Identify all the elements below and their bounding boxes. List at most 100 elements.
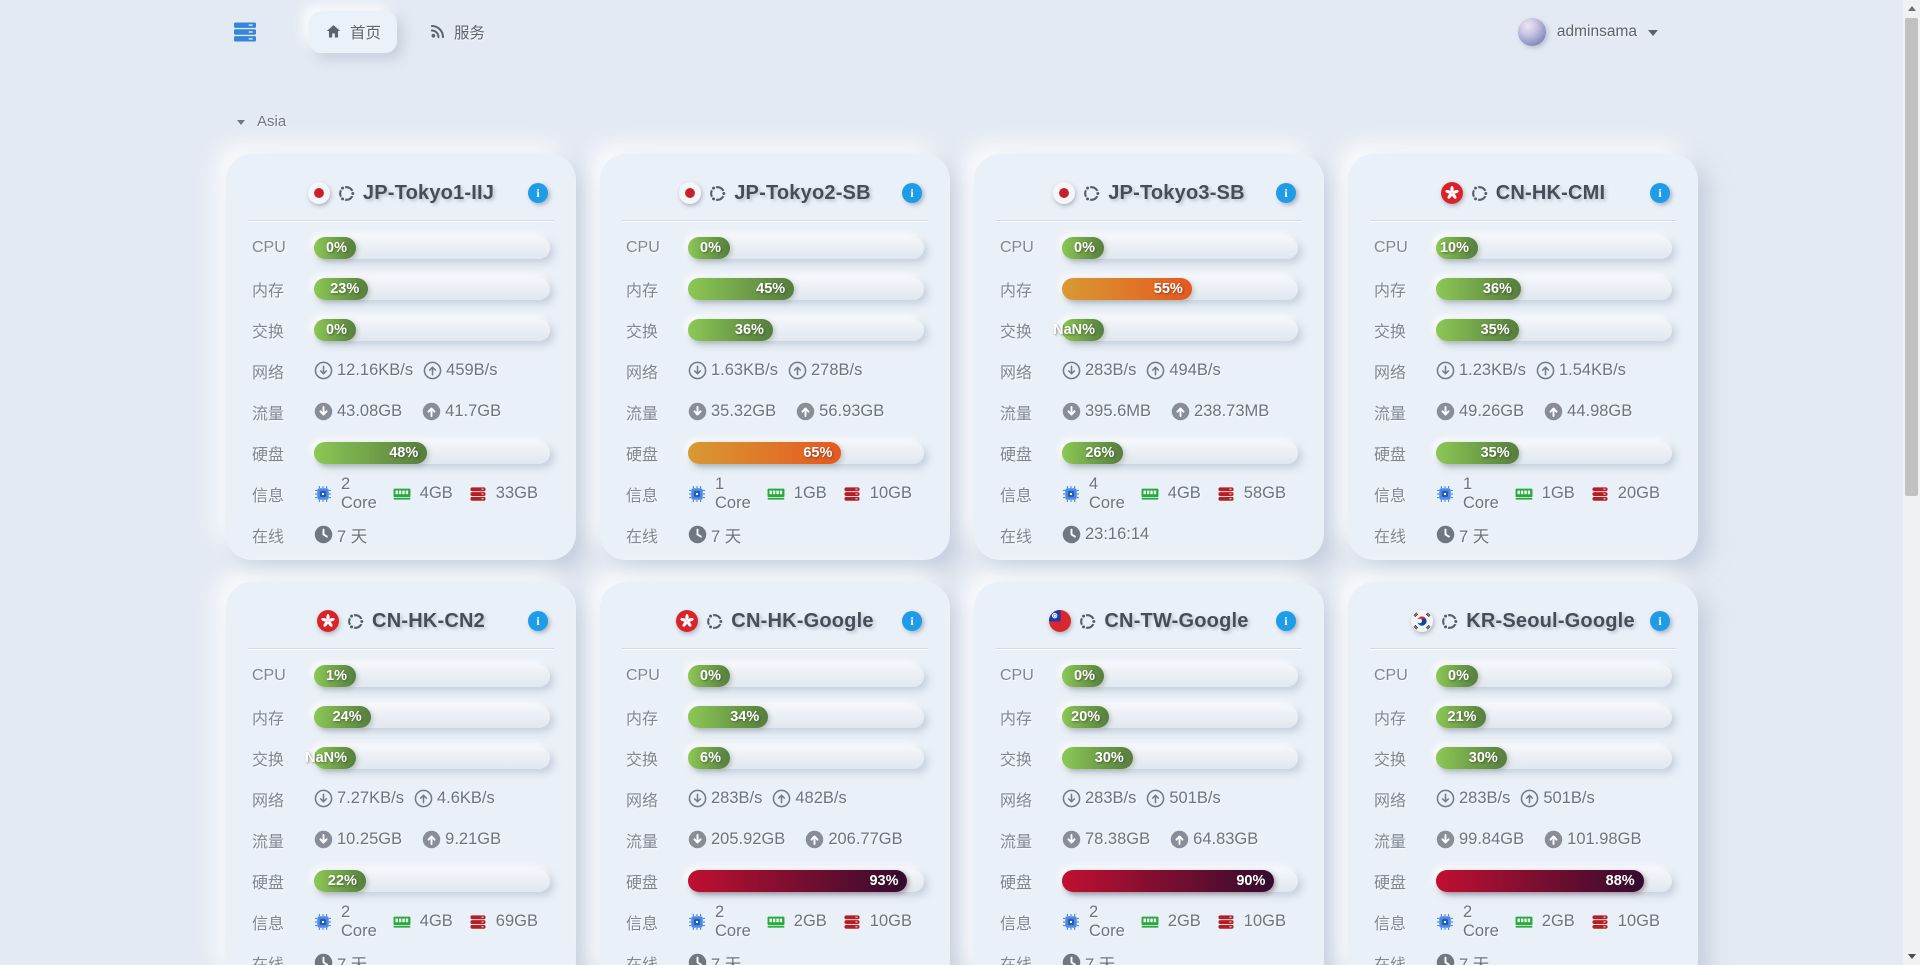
traffic-row: 流量 43.08GB 41.7GB: [252, 391, 550, 432]
disk-row: 硬盘 26%: [1000, 432, 1298, 473]
scroll-down-button[interactable]: [1903, 948, 1920, 965]
online-label: 在线: [626, 528, 659, 546]
network-label: 网络: [626, 792, 659, 810]
disk-percent: 48%: [389, 444, 419, 461]
memory-bar-fill: 20%: [1062, 705, 1110, 728]
clock-icon: [1062, 953, 1081, 965]
traffic-row: 流量 78.38GB 64.83GB: [1000, 819, 1298, 860]
user-menu[interactable]: adminsama: [1517, 17, 1658, 46]
info-button[interactable]: i: [1650, 611, 1670, 631]
ram-icon: [1141, 485, 1159, 503]
cpu-label: CPU: [1374, 238, 1408, 256]
memory-percent: 36%: [1482, 280, 1512, 297]
memory-row: 内存 45%: [626, 268, 924, 309]
disk-row: 硬盘 93%: [626, 860, 924, 901]
swap-bar-fill: NaN%: [1053, 318, 1104, 341]
memory-label: 内存: [626, 710, 659, 728]
core-count: 1 Core: [715, 474, 751, 512]
download-speed: 283B/s: [1085, 361, 1137, 379]
cpu-bar-fill: 0%: [1062, 236, 1104, 259]
server-name: JP-Tokyo3-SB: [1108, 181, 1245, 204]
info-button[interactable]: i: [902, 183, 922, 203]
info-button[interactable]: i: [528, 611, 548, 631]
disk-label: 硬盘: [626, 446, 659, 464]
disk-row: 硬盘 65%: [626, 432, 924, 473]
upload-speed-icon: [1146, 789, 1165, 808]
download-speed-icon: [314, 789, 333, 808]
ram-size: 4GB: [419, 484, 453, 502]
ubuntu-os-icon: [705, 612, 724, 631]
cpu-label: CPU: [252, 666, 286, 684]
info-row: 信息 2 Core 2GB 10GB: [626, 901, 924, 942]
download-total: 10.25GB: [337, 830, 403, 848]
cpu-chip-icon: [1436, 913, 1454, 931]
tab-services[interactable]: 服务: [413, 11, 501, 53]
server-stack-icon[interactable]: [233, 20, 257, 44]
swap-row: 交换 30%: [1374, 737, 1672, 778]
upload-total-icon: [1544, 402, 1563, 421]
ram-icon: [1515, 485, 1533, 503]
upload-speed-icon: [1146, 361, 1165, 380]
upload-total-icon: [1171, 402, 1190, 421]
swap-progressbar: 30%: [1436, 746, 1672, 769]
cpu-label: CPU: [626, 666, 660, 684]
disk-label: 硬盘: [626, 874, 659, 892]
memory-percent: 20%: [1071, 708, 1101, 725]
ram-size: 1GB: [793, 484, 827, 502]
download-speed-icon: [688, 789, 707, 808]
storage-size: 10GB: [869, 912, 912, 930]
download-total-icon: [688, 830, 707, 849]
core-count: 2 Core: [715, 902, 751, 940]
swap-row: 交换 36%: [626, 309, 924, 350]
cpu-percent: 10%: [1439, 239, 1469, 256]
upload-total: 238.73MB: [1194, 402, 1270, 420]
upload-total-icon: [422, 830, 441, 849]
cpu-chip-icon: [1436, 485, 1454, 503]
cpu-row: CPU 0%: [626, 227, 924, 268]
info-label: 信息: [626, 487, 659, 505]
ubuntu-os-icon: [346, 612, 365, 631]
uptime-value: 7 天: [1085, 955, 1116, 965]
info-button[interactable]: i: [1276, 183, 1296, 203]
memory-percent: 21%: [1447, 708, 1477, 725]
upload-speed: 4.6KB/s: [436, 789, 495, 807]
section-asia-toggle[interactable]: Asia: [237, 113, 1920, 130]
kr-flag-icon: [1411, 610, 1434, 632]
info-label: 信息: [1374, 915, 1407, 933]
info-button[interactable]: i: [902, 611, 922, 631]
network-row: 网络 283B/s 494B/s: [1000, 350, 1298, 391]
memory-label: 内存: [252, 710, 285, 728]
upload-speed: 1.54KB/s: [1558, 361, 1626, 379]
traffic-label: 流量: [252, 833, 285, 851]
info-button[interactable]: i: [528, 183, 548, 203]
cpu-row: CPU 0%: [252, 227, 550, 268]
traffic-row: 流量 10.25GB 9.21GB: [252, 819, 550, 860]
scroll-up-button[interactable]: [1903, 0, 1920, 17]
tab-home[interactable]: 首页: [309, 10, 398, 53]
download-speed-icon: [688, 361, 707, 380]
info-label: 信息: [1000, 487, 1033, 505]
scrollbar[interactable]: [1903, 0, 1920, 965]
ram-size: 2GB: [1541, 912, 1575, 930]
download-total-icon: [1436, 402, 1455, 421]
upload-speed: 459B/s: [446, 361, 498, 379]
traffic-label: 流量: [626, 833, 659, 851]
info-button[interactable]: i: [1650, 183, 1670, 203]
card-header: CN-HK-Google i: [626, 604, 924, 638]
core-count: 2 Core: [341, 474, 377, 512]
disk-progressbar: 26%: [1062, 441, 1298, 464]
avatar: [1517, 17, 1546, 46]
disk-label: 硬盘: [1000, 874, 1033, 892]
info-button[interactable]: i: [1276, 611, 1296, 631]
scrollbar-thumb[interactable]: [1905, 18, 1918, 496]
network-label: 网络: [626, 364, 659, 382]
upload-total-icon: [422, 402, 441, 421]
clock-icon: [1436, 525, 1455, 544]
disk-percent: 22%: [327, 872, 357, 889]
disk-percent: 35%: [1480, 444, 1510, 461]
cpu-chip-icon: [314, 913, 332, 931]
online-label: 在线: [1374, 956, 1407, 965]
info-row: 信息 4 Core 4GB 58GB: [1000, 473, 1298, 514]
cpu-bar-fill: 0%: [314, 236, 356, 259]
hk-flag-icon: [317, 610, 340, 632]
